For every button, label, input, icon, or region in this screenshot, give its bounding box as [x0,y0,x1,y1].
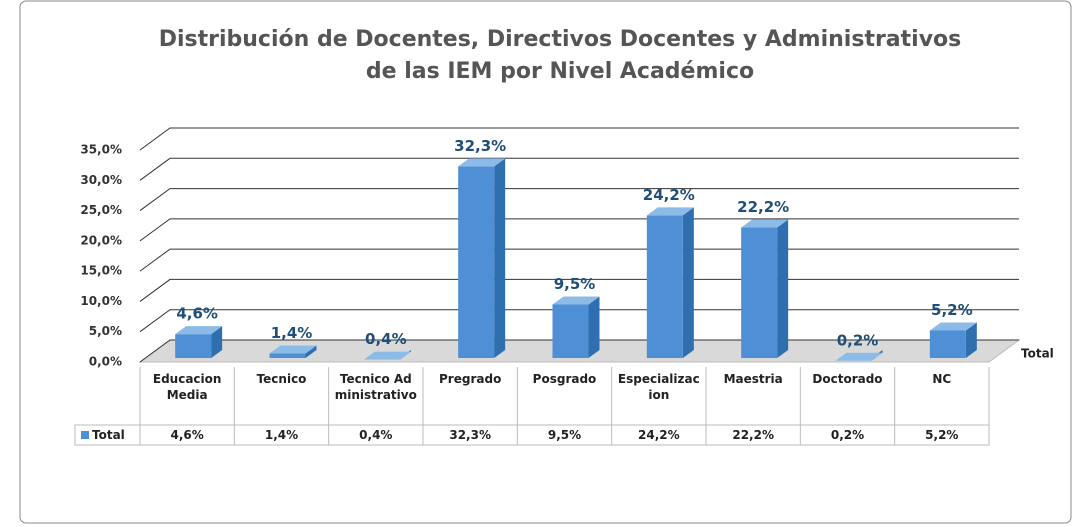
category-label: Tecnico [256,372,307,386]
data-label: 24,2% [643,186,695,204]
y-tick-label: 10,0% [80,294,122,308]
bar-side [588,296,600,358]
category-label: Pregrado [439,372,502,386]
bar [646,215,683,358]
grid-line [139,188,1019,211]
category-label: Tecnico Administrativo [334,372,417,402]
table-value: 1,4% [264,428,299,442]
data-label: 22,2% [737,198,789,216]
chart-title: de las IEM por Nivel Académico [366,59,754,84]
grid-line [139,157,1019,181]
bar-side [965,322,977,358]
table-value: 0,4% [359,428,393,442]
bar [552,304,589,358]
bar-side [494,158,506,358]
bar-top [835,352,883,361]
category-label: Doctorado [812,372,883,386]
grid-line [139,127,1019,151]
y-tick-label: 35,0% [80,143,122,157]
chart-frame [19,0,1072,524]
table-value: 4,6% [170,428,204,442]
grid-line [139,278,1019,302]
grid-line [139,248,1019,272]
data-label: 0,2% [837,331,879,349]
table-value: 0,2% [830,428,865,442]
grid-line [139,309,1019,333]
category-label: Especializacion [617,372,700,402]
data-label: 4,6% [176,305,218,323]
bar-side [777,219,789,358]
y-tick-label: 0,0% [89,355,122,369]
table-value: 24,2% [638,428,680,442]
y-tick-label: 15,0% [80,264,122,278]
depth-axis-label: Total [1021,347,1054,361]
table-value: 32,3% [449,428,491,442]
bar-side [211,326,223,358]
bar-side [305,345,317,358]
y-tick-label: 5,0% [89,324,122,338]
data-label: 32,3% [454,137,506,155]
bar-top [363,351,411,360]
bar-top [929,322,977,331]
category-label: NC [932,372,952,386]
data-label: 9,5% [554,275,596,293]
bar [929,330,966,358]
table-value: 9,5% [547,428,582,442]
bar-top [269,345,317,354]
table-value: 22,2% [732,428,774,442]
bar-top [552,296,600,305]
bar [175,334,212,358]
chart-title: Distribución de Docentes, Directivos Doc… [159,27,962,52]
grid-line [139,339,1019,363]
bar-top [175,326,223,335]
legend-label: Total [92,428,125,442]
y-tick-label: 20,0% [80,233,122,247]
bar-top [741,219,789,228]
y-tick-label: 30,0% [80,173,122,187]
legend-key [81,431,89,439]
bar-side [682,207,694,358]
data-label: 5,2% [931,301,973,319]
data-label: 1,4% [271,324,313,342]
category-label: Posgrado [532,372,597,386]
table-value: 5,2% [925,428,959,442]
category-label: Maestria [723,372,783,386]
bar-top [458,158,506,167]
bar-top [646,207,694,216]
bar [741,227,778,358]
data-label: 0,4% [365,330,407,348]
bar [458,166,495,358]
grid-line [139,218,1019,242]
category-label: Educacion Media [152,372,222,402]
bar [269,353,306,358]
y-tick-label: 25,0% [80,203,122,217]
